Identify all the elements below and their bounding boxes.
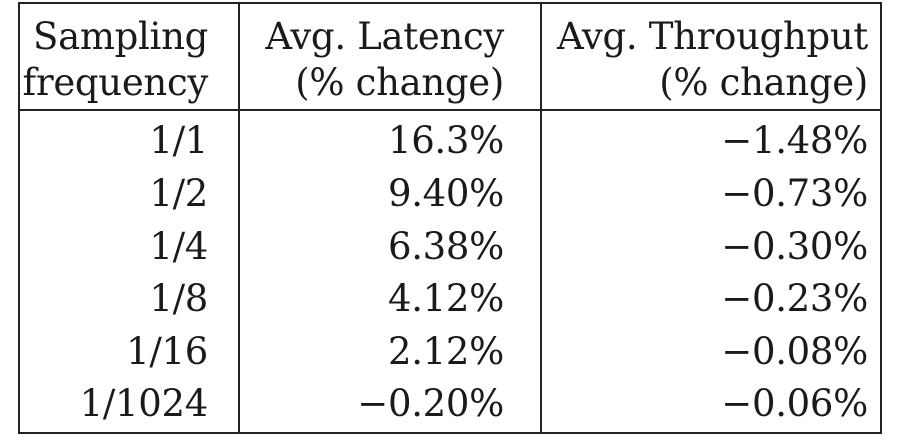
row-latency: 9.40%: [387, 172, 504, 215]
row-frequency: 1/4: [149, 225, 208, 268]
row-throughput: −0.73%: [721, 172, 868, 215]
column-divider: [238, 4, 240, 432]
row-throughput: −0.06%: [721, 382, 868, 425]
column-divider: [540, 4, 542, 432]
row-frequency: 1/1024: [79, 382, 209, 425]
row-latency: −0.20%: [357, 382, 504, 425]
row-latency: 4.12%: [387, 277, 504, 320]
row-frequency: 1/2: [149, 172, 208, 215]
row-frequency: 1/1: [149, 119, 208, 162]
row-frequency: 1/16: [126, 330, 208, 373]
header-throughput-line2: (% change): [659, 61, 868, 104]
header-throughput-line1: Avg. Throughput: [556, 15, 868, 58]
row-throughput: −1.48%: [721, 119, 868, 162]
row-throughput: −0.08%: [721, 330, 868, 373]
row-frequency: 1/8: [149, 277, 208, 320]
row-latency: 2.12%: [387, 330, 504, 373]
row-throughput: −0.30%: [721, 225, 868, 268]
row-latency: 6.38%: [387, 225, 504, 268]
header-rule: [20, 109, 880, 111]
results-table: Sampling frequency Avg. Latency (% chang…: [18, 2, 882, 434]
row-throughput: −0.23%: [721, 277, 868, 320]
row-latency: 16.3%: [387, 119, 504, 162]
header-sampling-line1: Sampling: [33, 15, 208, 58]
header-latency-line2: (% change): [295, 61, 504, 104]
header-latency-line1: Avg. Latency: [265, 15, 504, 58]
header-sampling-line2: frequency: [22, 61, 209, 104]
